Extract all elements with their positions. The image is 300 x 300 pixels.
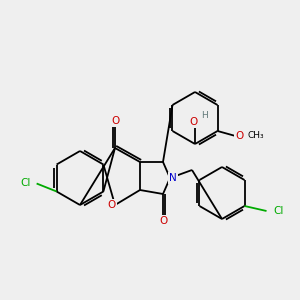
- Text: CH₃: CH₃: [248, 131, 264, 140]
- Text: H: H: [201, 112, 207, 121]
- Text: O: O: [236, 131, 244, 141]
- Text: O: O: [190, 117, 198, 127]
- Text: O: O: [111, 116, 119, 126]
- Text: N: N: [169, 173, 177, 183]
- Text: Cl: Cl: [274, 206, 284, 216]
- Text: Cl: Cl: [20, 178, 31, 188]
- Text: O: O: [108, 200, 116, 210]
- Text: O: O: [159, 216, 167, 226]
